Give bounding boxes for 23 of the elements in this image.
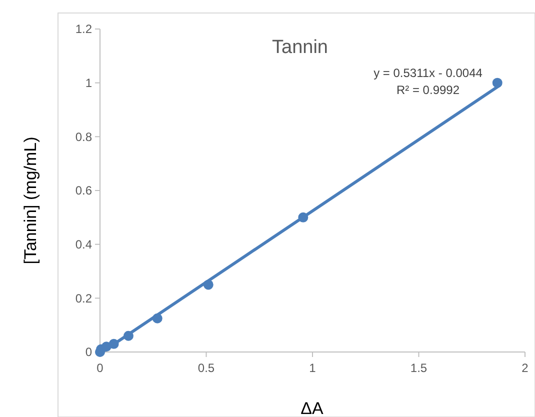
y-tick-label: 0.6 [75,184,92,198]
y-tick-label: 1 [85,76,92,90]
y-tick-label: 1.2 [75,22,92,36]
annotation: R² = 0.9992 [396,83,460,97]
x-tick-label: 0.5 [198,361,215,375]
y-tick-label: 0.4 [75,238,92,252]
y-tick-label: 0 [85,345,92,360]
x-axis-title: ΔA [300,399,324,417]
x-tick-label: 0 [96,361,104,375]
point [152,313,162,324]
point [123,330,134,341]
y-axis-title: [Tannin] (mg/mL) [21,136,40,264]
y-tick-label: 0.2 [75,291,92,306]
x-tick-label: 2 [522,361,529,375]
x-tick-label: 1.5 [410,361,428,375]
point [298,212,308,222]
annotation: y = 0.5311x - 0.0044 [374,66,483,80]
point [492,78,502,88]
y-tick-label: 0.8 [75,130,92,144]
chart-title: Tannin [272,37,328,58]
point [108,338,119,349]
point [203,280,214,290]
x-tick-label: 1 [309,361,316,375]
